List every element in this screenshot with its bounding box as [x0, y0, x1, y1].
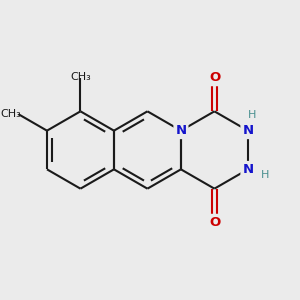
Text: CH₃: CH₃ — [0, 109, 21, 118]
Text: CH₃: CH₃ — [70, 72, 91, 82]
Text: H: H — [261, 170, 270, 180]
Text: N: N — [242, 163, 253, 176]
Text: O: O — [209, 216, 221, 229]
Text: N: N — [176, 124, 187, 137]
Text: O: O — [209, 71, 221, 84]
Text: H: H — [248, 110, 256, 120]
Text: N: N — [242, 124, 253, 137]
